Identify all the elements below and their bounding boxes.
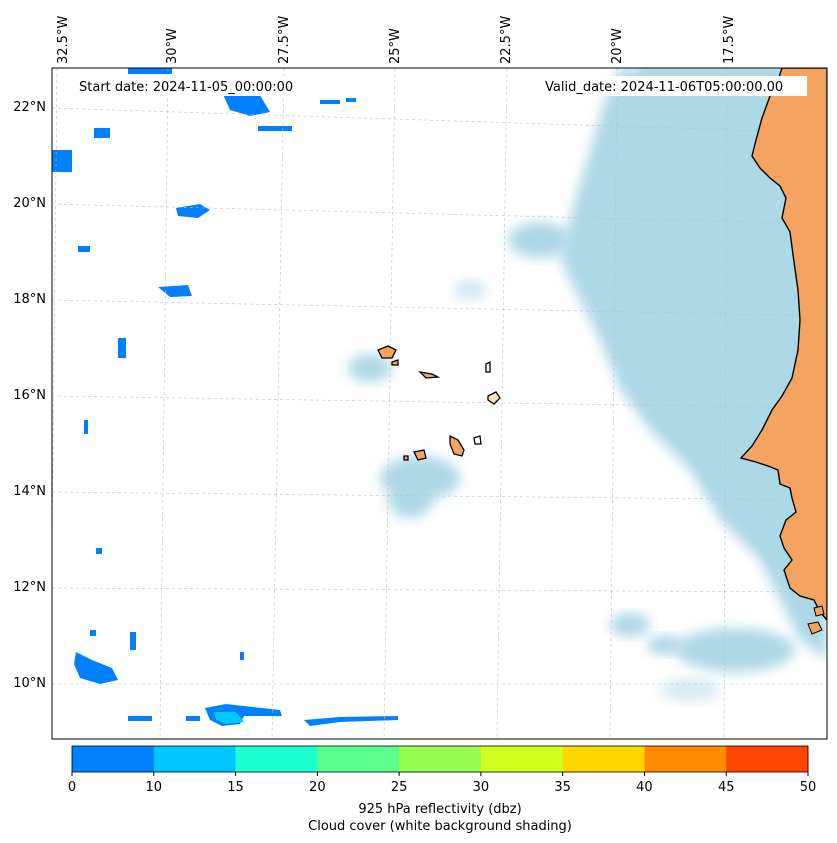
valid-date-box [540, 76, 807, 96]
guinea-bissau-islands [813, 605, 825, 617]
reflectivity-cell [74, 652, 118, 684]
gridlines [52, 68, 827, 739]
island-maio [473, 435, 482, 445]
latitude-labels: 22°N 20°N 18°N 16°N 14°N 12°N 10°N [13, 100, 46, 691]
reflectivity-cell [90, 630, 96, 636]
cloud-cover-layer [348, 68, 827, 702]
reflectivity-layer [52, 68, 398, 726]
colorbar-swatch [317, 746, 400, 772]
lat-label: 14°N [13, 484, 46, 499]
colorbar-swatch [235, 746, 318, 772]
colorbar-tick-label: 35 [554, 780, 571, 795]
colorbar-tick-label: 25 [391, 780, 408, 795]
reflectivity-cell [118, 338, 126, 358]
longitude-labels: 32.5°W 30°W 27.5°W 25°W 22.5°W 20°W 17.5… [56, 16, 737, 64]
lon-label: 30°W [165, 28, 180, 64]
cloud-patch [675, 628, 795, 672]
guinea-bissau-islands [807, 621, 823, 635]
island-sal [485, 360, 491, 373]
colorbar-tick-label: 30 [473, 780, 490, 795]
colorbar-frame [71, 745, 809, 773]
island-sao-vicente [391, 359, 399, 366]
island-fogo [413, 449, 427, 461]
west-africa-landmass [739, 68, 827, 622]
reflectivity-cell [158, 285, 192, 297]
reflectivity-cell [186, 716, 200, 721]
cloud-patch [388, 482, 432, 518]
cloud-cover-east-inner [600, 68, 827, 620]
reflectivity-cell [96, 548, 102, 554]
reflectivity-cell [130, 632, 136, 650]
colorbar-swatch [480, 746, 564, 772]
start-date-box [74, 76, 312, 96]
colorbar-swatch [72, 746, 155, 772]
cloud-patch [647, 635, 683, 655]
reflectivity-cell [346, 98, 356, 102]
reflectivity-cell-10-15 [214, 712, 244, 724]
colorbar-tick-label: 40 [636, 780, 653, 795]
colorbar-ticks: 0 10 15 20 25 30 35 40 45 50 [68, 772, 816, 795]
reflectivity-cell [320, 100, 340, 104]
reflectivity-cell [94, 128, 110, 138]
lat-label: 16°N [13, 388, 46, 403]
colorbar-tick-label: 15 [227, 780, 244, 795]
start-date-label: Start date: 2024-11-05_00:00:00 [79, 80, 293, 95]
colorbar-swatches [72, 746, 809, 772]
island-santiago [449, 434, 465, 457]
reflectivity-cell [128, 716, 152, 721]
colorbar: 0 10 15 20 25 30 35 40 45 50 925 hPa reflectivity… [68, 745, 816, 834]
lat-label: 22°N [13, 100, 46, 115]
lon-label: 22.5°W [499, 16, 514, 64]
colorbar-swatch [153, 746, 237, 772]
lat-label: 12°N [13, 580, 46, 595]
colorbar-tick-label: 50 [800, 780, 817, 795]
valid-date-label: Valid_date: 2024-11-06T05:00:00.00 [545, 80, 783, 95]
reflectivity-cell [304, 716, 398, 726]
lon-label: 25°W [388, 28, 403, 64]
cloud-patch [508, 222, 572, 258]
colorbar-tick-label: 45 [718, 780, 735, 795]
lon-label: 27.5°W [277, 16, 292, 64]
lat-label: 18°N [13, 292, 46, 307]
island-sao-nicolau [418, 371, 441, 379]
lat-label: 10°N [13, 676, 46, 691]
colorbar-label-line2: Cloud cover (white background shading) [308, 819, 572, 834]
island-brava [403, 455, 409, 461]
lon-label: 20°W [610, 28, 625, 64]
cloud-patch [660, 678, 720, 702]
reflectivity-cell [222, 92, 270, 116]
cloud-patch [348, 354, 392, 382]
reflectivity-cell [52, 150, 72, 172]
cloud-patch [454, 280, 486, 300]
colorbar-swatch [644, 746, 727, 772]
reflectivity-cell [240, 652, 244, 660]
colorbar-tick-label: 10 [146, 780, 163, 795]
map-panel: Start date: 2024-11-05_00:00:00 Valid_da… [52, 68, 827, 739]
island-boa-vista [487, 391, 501, 405]
colorbar-label-line1: 925 hPa reflectivity (dbz) [358, 802, 521, 817]
colorbar-swatch [562, 746, 645, 772]
island-santo-antao [377, 345, 397, 359]
colorbar-tick-label: 20 [309, 780, 326, 795]
cape-verde-islands [377, 345, 501, 461]
lon-label: 32.5°W [56, 16, 71, 64]
cloud-patch [610, 613, 650, 637]
reflectivity-cell [78, 246, 90, 252]
lon-label: 17.5°W [722, 16, 737, 64]
colorbar-swatch [399, 746, 482, 772]
colorbar-tick-label: 0 [68, 780, 76, 795]
reflectivity-cell [128, 68, 172, 74]
map-frame [51, 67, 828, 740]
colorbar-swatch [726, 746, 809, 772]
reflectivity-cell [84, 420, 88, 434]
reflectivity-cell [258, 126, 292, 131]
lat-label: 20°N [13, 196, 46, 211]
